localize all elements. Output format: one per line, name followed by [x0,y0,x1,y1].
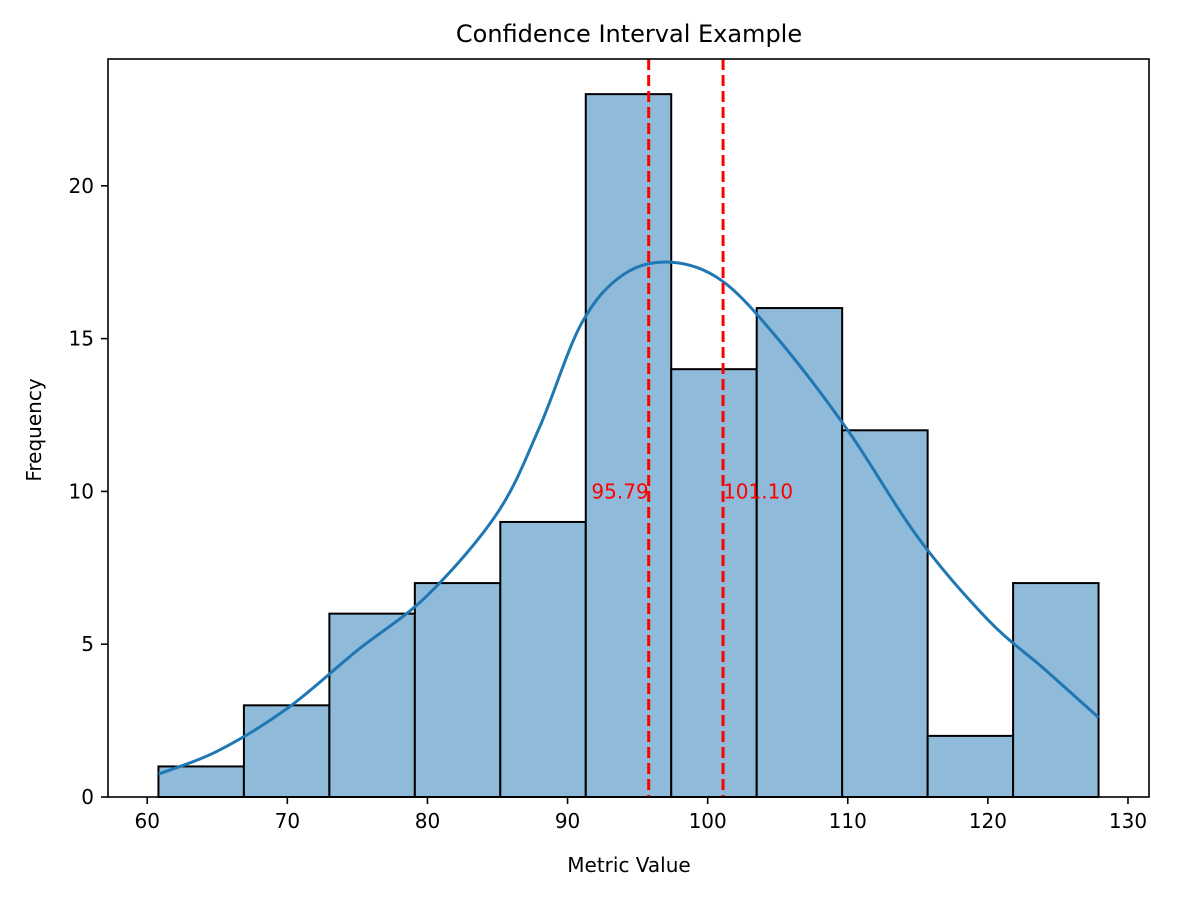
histogram-bar [670,368,758,798]
y-axis-title: Frequency [22,378,46,481]
x-tick-label: 60 [135,809,160,833]
x-axis-title: Metric Value [567,853,690,877]
ci-layer: 95.79 101.10 [591,59,793,797]
ci-upper-label: 101.10 [723,479,793,503]
kde-layer [157,260,1100,776]
x-tick-label: 90 [555,809,580,833]
histogram-bar [413,582,502,799]
x-tick-label: 110 [829,809,867,833]
x-tick-label: 120 [969,809,1007,833]
x-axis: 60 70 80 90 100 110 120 130 [135,797,1147,833]
chart-title: Confidence Interval Example [456,20,802,48]
kde-curve [157,260,1100,776]
histogram-bar [328,612,416,798]
histogram-bar [755,307,844,798]
x-tick-label: 80 [415,809,440,833]
histogram-bar [926,734,1015,798]
histogram-bar [841,429,929,798]
y-tick-label: 15 [69,327,94,351]
histogram-bar [242,704,331,799]
histogram-bar [1012,582,1100,799]
histogram-bar [499,520,587,798]
y-tick-label: 10 [69,479,94,503]
y-axis: 0 5 10 15 20 [69,174,108,809]
plot-frame [107,58,1150,798]
y-tick-label: 20 [69,174,94,198]
histogram-bar [157,765,245,798]
ci-lower-label: 95.79 [591,479,648,503]
x-tick-label: 130 [1109,809,1147,833]
x-tick-label: 100 [689,809,727,833]
y-tick-label: 5 [81,632,94,656]
histogram-bar [584,93,673,798]
x-tick-label: 70 [275,809,300,833]
bars-layer [157,93,1100,799]
y-tick-label: 0 [81,785,94,809]
